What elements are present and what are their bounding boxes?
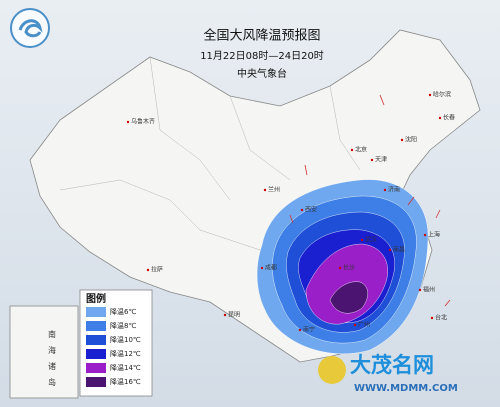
city-dot: [260, 266, 264, 270]
legend-label: 降温10℃: [110, 335, 141, 344]
legend-swatch: [86, 377, 106, 387]
title: 全国大风降温预报图: [203, 28, 320, 44]
city-label: 沈阳: [405, 136, 417, 144]
city-label: 武汉: [365, 236, 377, 244]
city-label: 乌鲁木齐: [131, 118, 155, 126]
logo-mark: [18, 19, 43, 38]
legend-swatch: [86, 349, 106, 359]
city-dot: [350, 148, 354, 152]
city-label: 广州: [358, 321, 370, 329]
city-label: 哈尔滨: [433, 91, 451, 99]
legend-title: 图例: [86, 292, 106, 305]
city-label: 南昌: [393, 246, 405, 254]
city-dot: [388, 248, 392, 252]
city-dot: [383, 188, 387, 192]
watermark-name: 大茂名网: [350, 353, 434, 377]
city-label: 南宁: [303, 326, 315, 334]
city-label: 北京: [355, 146, 367, 154]
city-label: 西安: [305, 206, 317, 214]
city-label: 福州: [423, 286, 435, 294]
period: 11月22日08时—24日20时: [200, 50, 324, 62]
legend: 降温6℃ 降温8℃ 降温10℃ 降温12℃ 降温14℃ 降温16℃: [86, 307, 141, 387]
legend-label: 降温16℃: [110, 377, 141, 386]
inset-label: 南海诸岛: [48, 329, 57, 394]
issuer: 中央气象台: [237, 67, 287, 80]
city-dot: [223, 313, 227, 317]
city-dot: [370, 158, 374, 162]
city-label: 长沙: [343, 264, 355, 272]
cooling-areas: [256, 179, 429, 354]
city-label: 兰州: [268, 186, 280, 194]
city-label: 长春: [443, 114, 455, 122]
city-label: 成都: [265, 264, 277, 272]
city-dot: [146, 268, 150, 272]
legend-swatch: [86, 335, 106, 345]
city-dot: [298, 328, 302, 332]
legend-swatch: [86, 363, 106, 373]
city-label: 天津: [375, 157, 387, 164]
inset-frame: [9, 305, 79, 399]
legend-label: 降温12℃: [110, 349, 141, 358]
city-label: 台北: [435, 314, 447, 322]
city-dot: [400, 138, 404, 142]
legend-swatch: [86, 307, 106, 317]
legend-label: 降温8℃: [110, 321, 136, 330]
city-dot: [438, 116, 442, 120]
city-label: 昆明: [228, 312, 240, 319]
city-dot: [360, 238, 364, 242]
city-label: 上海: [428, 231, 440, 239]
legend-label: 降温6℃: [110, 307, 136, 316]
watermark-logo: [318, 356, 346, 384]
city-label: 济南: [388, 186, 400, 194]
city-dot: [338, 266, 342, 270]
legend-label: 降温14℃: [110, 363, 141, 372]
city-dot: [418, 288, 422, 292]
city-dot: [428, 93, 432, 97]
city-label: 拉萨: [151, 266, 163, 274]
city-dot: [300, 208, 304, 212]
city-dot: [353, 323, 357, 327]
legend-swatch: [86, 321, 106, 331]
watermark-url: WWW.MDMM.COM: [354, 383, 458, 394]
city-dot: [430, 316, 434, 320]
city-dot: [423, 233, 427, 237]
city-dot: [263, 188, 267, 192]
wind-arrows: [289, 94, 451, 307]
city-dot: [126, 120, 130, 124]
